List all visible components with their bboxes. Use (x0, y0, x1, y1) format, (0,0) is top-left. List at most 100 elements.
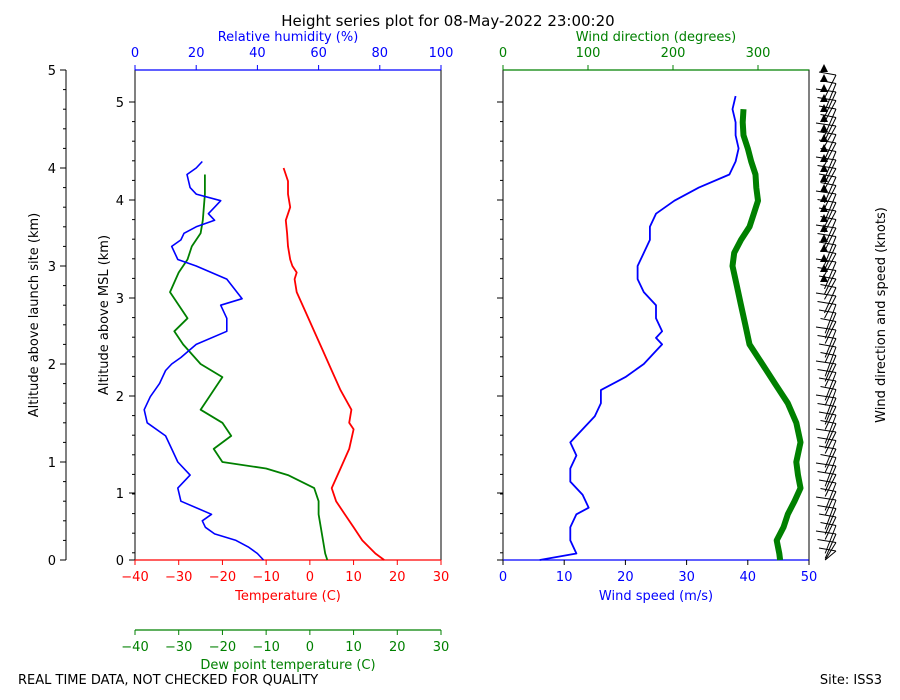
wind-barb-pennant (820, 174, 828, 182)
wind-barb (815, 360, 837, 365)
wind-barb-pennant (820, 264, 828, 272)
wind-barb-pennant (820, 234, 828, 242)
speed-tick-label: 40 (740, 570, 757, 585)
wind-barb-staff (824, 440, 837, 468)
dew-tick-label: −40 (121, 640, 148, 655)
wind-barb-staff (824, 372, 837, 401)
temp-axis-title: Temperature (C) (234, 589, 341, 604)
wind-barb-pennant (820, 164, 828, 172)
wind-barb (817, 335, 837, 339)
wind-barb-staff (824, 465, 837, 492)
wind-barb (820, 488, 837, 492)
wind-barb-pennant (820, 244, 828, 252)
wind-barb-staff (824, 482, 837, 511)
wind-barb (818, 513, 837, 518)
wind-barb-pennant (820, 114, 828, 122)
wind-barb (817, 437, 837, 441)
wind-barb-pennant (820, 84, 828, 92)
dew-tick-label: −20 (209, 640, 236, 655)
wind-barb (820, 284, 837, 288)
wind-barb-staff (824, 389, 837, 420)
temp-tick-label: 30 (433, 570, 450, 585)
wind-barb-pennant (820, 124, 828, 132)
dew-tick-label: −10 (252, 640, 279, 655)
wind-barb-staff (824, 176, 837, 204)
temp-tick-label: 20 (389, 570, 406, 585)
wind-barb (818, 343, 837, 348)
wind-barb-staff (824, 448, 837, 473)
wind-barb-staff (824, 508, 837, 535)
dew-tick-label: 30 (433, 640, 450, 655)
wind-barb (815, 394, 837, 399)
temperature-line (282, 167, 385, 561)
temp-tick-label: −10 (252, 570, 279, 585)
temp-tick-label: −20 (209, 570, 236, 585)
wind-barb-pennant (820, 134, 828, 142)
dir-tick-label: 200 (661, 46, 686, 61)
wind-barb (820, 114, 837, 118)
wind-barb (817, 539, 837, 543)
wind-barb (820, 454, 837, 458)
wind-barb (817, 505, 837, 509)
wind-barb-staff (824, 474, 837, 497)
wind-barb-pennant (820, 254, 828, 262)
site-label: Site: ISS3 (819, 673, 882, 688)
wind-barb-staff (824, 295, 837, 319)
wind-barb-staff (824, 91, 837, 118)
wind-barb (817, 403, 837, 407)
dir-axis-title: Wind direction (degrees) (576, 30, 736, 45)
wind-barb-pennant (820, 154, 828, 162)
wind-speed-line (539, 95, 740, 561)
msl-axis-title: Altitude above MSL (km) (97, 235, 112, 395)
wind-barb (815, 462, 837, 467)
speed-tick-label: 20 (617, 570, 634, 585)
wind-barb-pennant (820, 224, 828, 232)
wind-barb-staff (824, 185, 837, 209)
wind-barb (818, 479, 837, 484)
rh-tick-label: 80 (372, 46, 389, 61)
agl-tick-label: 0 (48, 554, 56, 569)
wind-barb-staff (824, 227, 837, 252)
wind-barb-staff (824, 329, 837, 358)
wind-barb-staff (824, 244, 837, 271)
wind-barb (817, 165, 837, 169)
wind-barb-staff (824, 363, 837, 387)
wind-barb-staff (824, 550, 837, 561)
wind-barb (815, 190, 837, 195)
rh-tick-label: 40 (249, 46, 266, 61)
wind-barb (815, 224, 837, 229)
wind-barb-staff (824, 134, 837, 161)
wind-barb-pennant (820, 74, 828, 82)
wind-direction-line (729, 109, 804, 561)
wind-barb-staff (824, 431, 837, 454)
wind-barb (820, 318, 837, 322)
wind-barb (820, 420, 837, 424)
quality-note: REAL TIME DATA, NOT CHECKED FOR QUALITY (18, 673, 319, 688)
dew-axis-title: Dew point temperature (C) (200, 658, 375, 673)
wind-barb-pennant (820, 184, 828, 192)
wind-barb-staff (824, 287, 837, 314)
dew-tick-label: 20 (389, 640, 406, 655)
msl-tick-label: 1 (116, 487, 124, 502)
speed-tick-label: 10 (556, 570, 573, 585)
wind-barb-staff (824, 533, 837, 559)
msl-tick-label: 0 (116, 554, 124, 569)
wind-barb-staff (824, 516, 837, 540)
chart-title: Height series plot for 08-May-2022 23:00… (281, 12, 614, 30)
wind-barb-pennant (820, 204, 828, 212)
dir-tick-label: 0 (499, 46, 507, 61)
wind-barb-staff (824, 397, 837, 425)
wind-barb-staff (824, 491, 837, 516)
agl-tick-label: 4 (48, 162, 56, 177)
agl-tick-label: 3 (48, 260, 56, 275)
agl-axis-title: Altitude above launch site (km) (27, 213, 42, 417)
speed-tick-label: 0 (499, 570, 507, 585)
wind-barb (818, 445, 837, 450)
thermo-frame (134, 69, 442, 561)
wind-barb (818, 547, 837, 552)
wind-barb-staff (824, 125, 837, 147)
dir-tick-label: 300 (746, 46, 771, 61)
wind-barb (815, 496, 837, 501)
wind-barb-staff (824, 338, 837, 363)
